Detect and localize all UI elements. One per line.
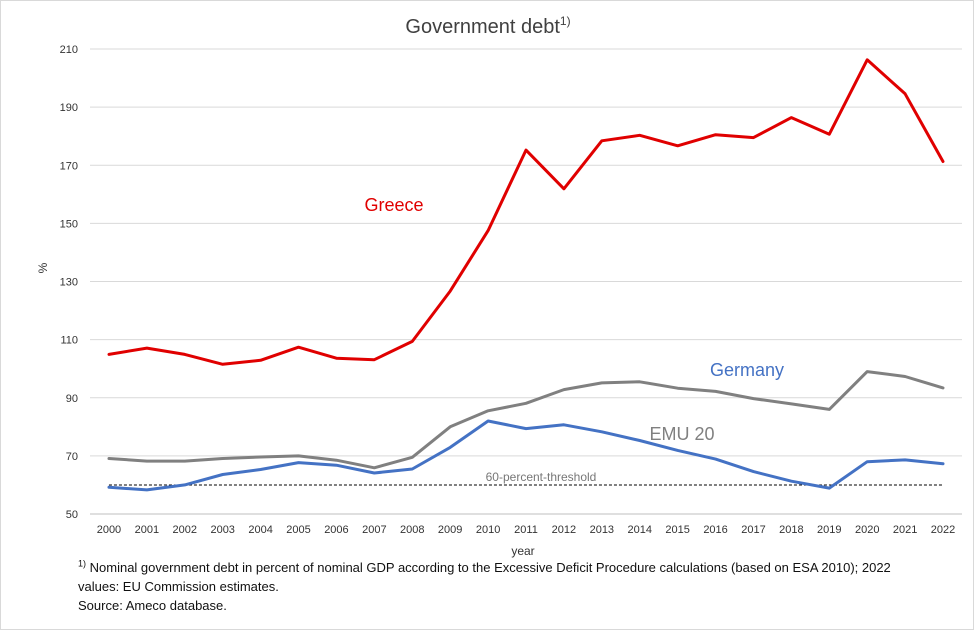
series-label-emu-20: EMU 20 — [649, 424, 714, 444]
footnote-line-1: 1) Nominal government debt in percent of… — [78, 558, 958, 577]
x-tick-label: 2002 — [173, 524, 197, 536]
series-label-greece: Greece — [364, 195, 423, 215]
y-tick-label: 170 — [60, 160, 78, 172]
footnote: 1) Nominal government debt in percent of… — [78, 558, 958, 615]
x-tick-label: 2003 — [210, 524, 234, 536]
x-tick-label: 2022 — [931, 524, 955, 536]
x-tick-label: 2014 — [627, 524, 651, 536]
y-tick-label: 90 — [66, 393, 78, 405]
y-tick-label: 210 — [60, 44, 78, 56]
series-label-germany: Germany — [710, 360, 784, 380]
footnote-text-1: Nominal government debt in percent of no… — [89, 560, 891, 575]
y-axis-label: % — [36, 262, 50, 273]
y-tick-label: 50 — [66, 509, 78, 521]
series-lines — [107, 58, 945, 492]
x-tick-label: 2017 — [741, 524, 765, 536]
x-tick-label: 2020 — [855, 524, 879, 536]
x-tick-label: 2008 — [400, 524, 424, 536]
chart-title-superscript: 1) — [560, 14, 571, 28]
y-tick-label: 190 — [60, 102, 78, 114]
series-line-emu-20 — [107, 370, 945, 470]
y-tick-label: 110 — [60, 335, 78, 347]
x-tick-label: 2013 — [590, 524, 614, 536]
footnote-marker: 1) — [78, 558, 87, 569]
footnote-line-2: values: EU Commission estimates. — [78, 579, 279, 594]
x-axis-label: year — [511, 544, 534, 558]
x-tick-label: 2015 — [665, 524, 689, 536]
x-tick-label: 2019 — [817, 524, 841, 536]
x-tick-labels: 2000 2001 2002 2003 2004 2005 2006 2007 2008 2009… — [97, 524, 956, 536]
y-tick-labels: 50 70 90 110 130 150 170 190 210 — [60, 44, 78, 521]
x-tick-label: 2012 — [552, 524, 576, 536]
footnote-source: Source: Ameco database. — [78, 598, 227, 613]
x-tick-label: 2005 — [286, 524, 310, 536]
x-tick-label: 2007 — [362, 524, 386, 536]
chart-title: Government debt1) — [405, 14, 570, 38]
line-chart: Government debt1) % year 50 70 90 110 130 150… — [36, 14, 962, 558]
series-line-greece — [107, 58, 945, 366]
x-tick-label: 2004 — [248, 524, 272, 536]
y-tick-label: 150 — [60, 218, 78, 230]
chart-title-text: Government debt — [405, 16, 560, 38]
x-tick-label: 2010 — [476, 524, 500, 536]
y-tick-label: 70 — [66, 451, 78, 463]
threshold-label: 60-percent-threshold — [486, 470, 597, 484]
x-tick-label: 2001 — [135, 524, 159, 536]
series-line-germany — [107, 419, 945, 492]
x-tick-label: 2011 — [514, 524, 538, 536]
series-labels: Greece Germany EMU 20 — [364, 195, 784, 444]
x-tick-label: 2018 — [779, 524, 803, 536]
x-tick-label: 2009 — [438, 524, 462, 536]
x-tick-label: 2006 — [324, 524, 348, 536]
x-tick-label: 2016 — [703, 524, 727, 536]
x-tick-label: 2021 — [893, 524, 917, 536]
y-tick-label: 130 — [60, 277, 78, 289]
x-tick-label: 2000 — [97, 524, 121, 536]
gridlines — [90, 48, 962, 515]
